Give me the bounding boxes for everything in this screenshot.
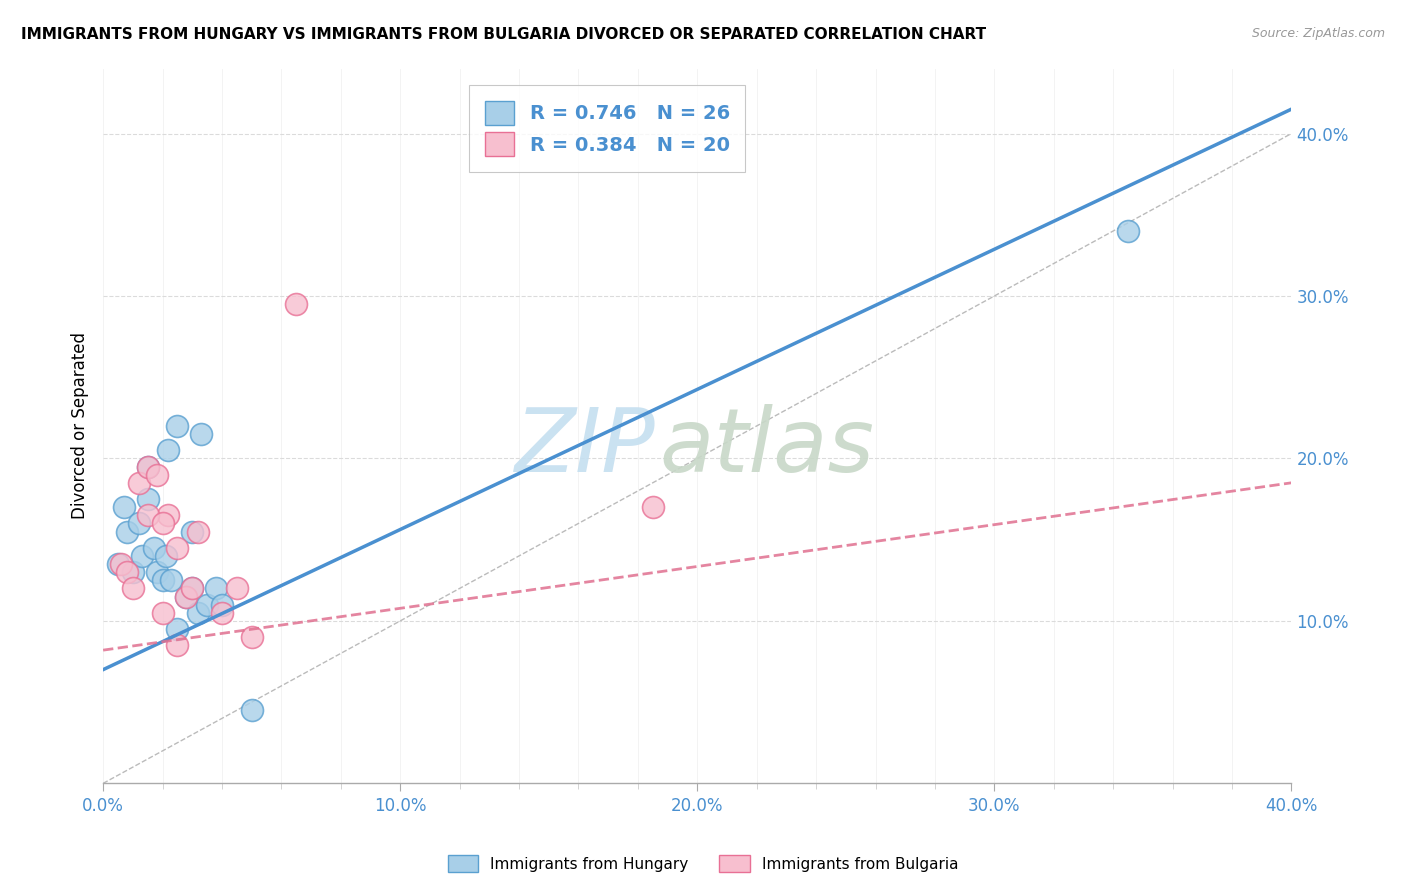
Point bbox=[641, 500, 664, 515]
Point bbox=[136, 508, 159, 523]
Legend: R = 0.746   N = 26, R = 0.384   N = 20: R = 0.746 N = 26, R = 0.384 N = 20 bbox=[470, 86, 745, 172]
Point bbox=[136, 491, 159, 506]
Point bbox=[136, 459, 159, 474]
Point bbox=[152, 574, 174, 588]
Point bbox=[285, 297, 308, 311]
Point bbox=[187, 606, 209, 620]
Point bbox=[142, 541, 165, 555]
Point bbox=[152, 516, 174, 531]
Point bbox=[166, 541, 188, 555]
Point bbox=[1116, 224, 1139, 238]
Point bbox=[112, 500, 135, 515]
Point bbox=[157, 443, 180, 458]
Point bbox=[190, 427, 212, 442]
Point bbox=[121, 565, 143, 579]
Point bbox=[240, 630, 263, 644]
Point bbox=[211, 606, 233, 620]
Point bbox=[166, 638, 188, 652]
Point bbox=[176, 590, 198, 604]
Text: Source: ZipAtlas.com: Source: ZipAtlas.com bbox=[1251, 27, 1385, 40]
Point bbox=[145, 565, 167, 579]
Point bbox=[157, 508, 180, 523]
Text: ZIP: ZIP bbox=[515, 404, 655, 491]
Point bbox=[152, 606, 174, 620]
Point bbox=[166, 419, 188, 434]
Text: IMMIGRANTS FROM HUNGARY VS IMMIGRANTS FROM BULGARIA DIVORCED OR SEPARATED CORREL: IMMIGRANTS FROM HUNGARY VS IMMIGRANTS FR… bbox=[21, 27, 986, 42]
Point bbox=[145, 467, 167, 482]
Point bbox=[121, 582, 143, 596]
Point bbox=[128, 475, 150, 490]
Point bbox=[136, 459, 159, 474]
Text: atlas: atlas bbox=[659, 404, 875, 491]
Point bbox=[181, 524, 204, 539]
Point bbox=[128, 516, 150, 531]
Point bbox=[115, 524, 138, 539]
Point bbox=[160, 574, 183, 588]
Point bbox=[155, 549, 177, 563]
Point bbox=[181, 582, 204, 596]
Point bbox=[195, 598, 218, 612]
Point bbox=[187, 524, 209, 539]
Point bbox=[166, 622, 188, 636]
Y-axis label: Divorced or Separated: Divorced or Separated bbox=[72, 333, 89, 519]
Point bbox=[240, 703, 263, 717]
Point bbox=[205, 582, 228, 596]
Point bbox=[110, 557, 132, 571]
Point bbox=[176, 590, 198, 604]
Point bbox=[131, 549, 153, 563]
Point bbox=[225, 582, 247, 596]
Point bbox=[115, 565, 138, 579]
Point bbox=[211, 598, 233, 612]
Point bbox=[181, 582, 204, 596]
Point bbox=[107, 557, 129, 571]
Legend: Immigrants from Hungary, Immigrants from Bulgaria: Immigrants from Hungary, Immigrants from… bbox=[440, 847, 966, 880]
